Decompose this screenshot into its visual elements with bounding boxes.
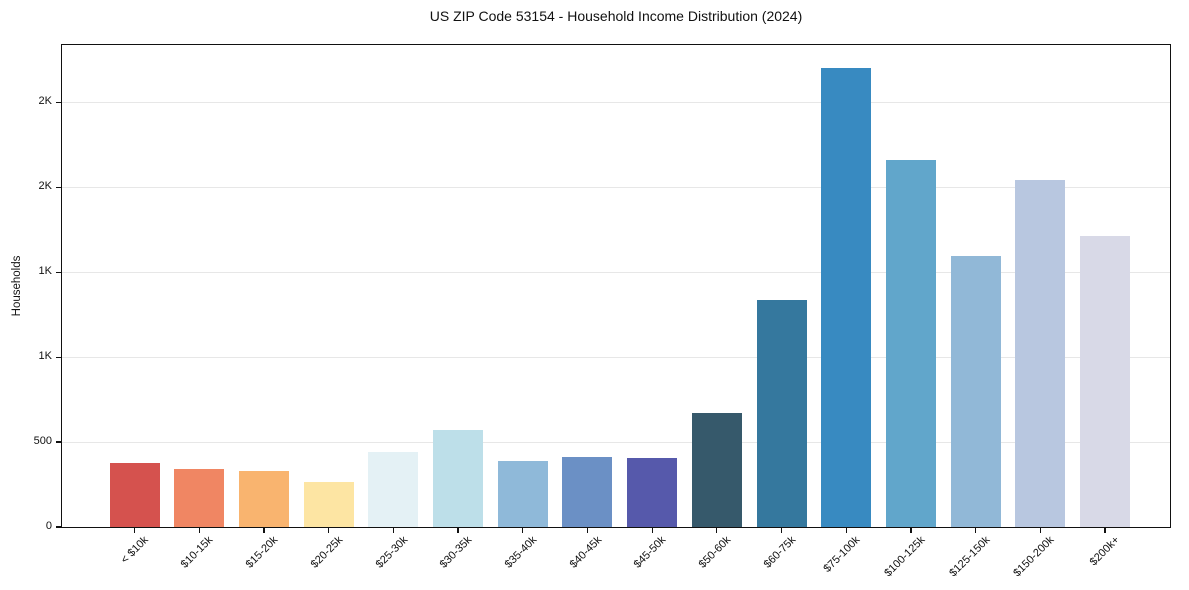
x-tick-mark — [392, 527, 394, 533]
bar-10 — [756, 300, 807, 527]
bar-14 — [1015, 180, 1066, 527]
y-tick-mark — [56, 356, 62, 358]
gridline — [62, 356, 1170, 358]
y-tick-label: 1K — [38, 265, 52, 278]
y-tick-mark — [56, 271, 62, 273]
bar-4 — [368, 452, 419, 527]
y-tick-mark — [56, 101, 62, 103]
x-tick-label: $40-45k — [567, 534, 604, 571]
chart-title: US ZIP Code 53154 - Household Income Dis… — [429, 8, 803, 24]
x-tick-label: $75-100k — [821, 534, 863, 575]
y-tick-mark — [56, 526, 62, 528]
y-tick-label: 1K — [38, 350, 52, 363]
bar-1 — [174, 469, 225, 527]
bar-7 — [562, 456, 613, 527]
x-tick-mark — [586, 527, 589, 533]
gridline — [62, 186, 1170, 188]
bar-6 — [497, 460, 548, 527]
x-tick-mark — [133, 527, 136, 533]
x-tick-label: < $10k — [118, 534, 151, 567]
x-tick-mark — [328, 527, 330, 533]
x-tick-label: $60-75k — [761, 534, 798, 571]
bar-11 — [821, 68, 872, 527]
x-tick-label: $35-40k — [502, 534, 540, 571]
bar-5 — [433, 430, 483, 527]
bar-0 — [109, 463, 160, 527]
x-tick-label: $125-150k — [946, 534, 993, 580]
plot-area — [61, 44, 1171, 528]
x-tick-mark — [651, 527, 653, 533]
gridline — [62, 441, 1170, 443]
x-tick-mark — [1039, 527, 1041, 533]
y-tick-mark — [56, 441, 62, 443]
gridline — [62, 101, 1170, 103]
bar-3 — [303, 481, 354, 527]
x-tick-label: $20-25k — [308, 534, 346, 571]
x-tick-mark — [716, 527, 718, 533]
x-tick-label: $30-35k — [437, 534, 475, 571]
bar-13 — [950, 256, 1001, 527]
x-tick-mark — [910, 527, 912, 533]
x-tick-mark — [522, 527, 524, 533]
bar-15 — [1080, 236, 1130, 527]
y-tick-label: 500 — [33, 435, 52, 448]
y-tick-mark — [56, 186, 62, 188]
x-tick-label: $50-60k — [696, 534, 734, 571]
bar-2 — [238, 470, 289, 527]
x-tick-mark — [198, 527, 200, 533]
x-tick-mark — [975, 527, 977, 533]
x-tick-mark — [263, 527, 265, 533]
gridline — [62, 271, 1170, 273]
bar-12 — [885, 160, 936, 527]
x-tick-mark — [845, 527, 847, 533]
x-tick-mark — [457, 527, 459, 533]
x-tick-label: $200k+ — [1087, 534, 1122, 569]
y-tick-label: 0 — [45, 520, 52, 532]
x-tick-label: $15-20k — [243, 534, 281, 571]
x-tick-label: $45-50k — [631, 534, 669, 571]
bar-9 — [691, 413, 742, 527]
bar-8 — [627, 458, 678, 527]
x-tick-label: $100-125k — [882, 534, 928, 580]
x-tick-mark — [1104, 527, 1106, 533]
x-tick-label: $25-30k — [373, 534, 410, 571]
y-tick-label: 2K — [38, 180, 52, 193]
y-tick-label: 2K — [38, 95, 52, 108]
x-tick-label: $10-15k — [179, 534, 216, 571]
x-tick-label: $150-200k — [1011, 534, 1057, 580]
x-tick-mark — [780, 527, 783, 533]
